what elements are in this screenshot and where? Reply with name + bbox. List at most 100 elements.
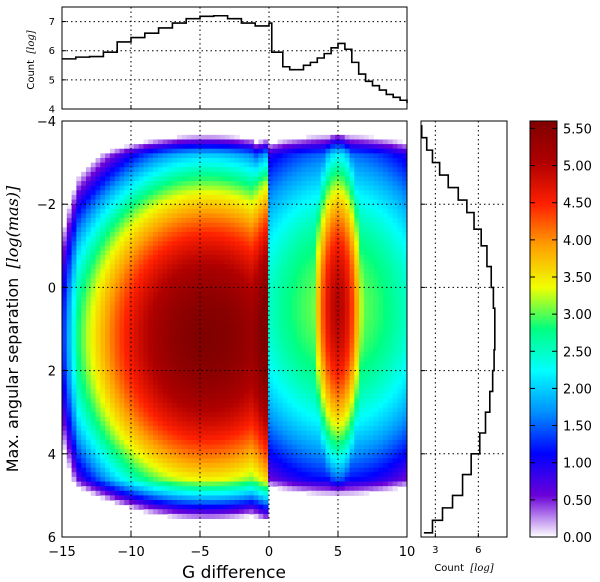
heatmap-cell — [330, 236, 336, 242]
heatmap-cell — [90, 449, 97, 455]
heatmap-cell — [258, 236, 264, 242]
heatmap-cell — [181, 278, 188, 284]
heatmap-cell — [124, 416, 130, 422]
heatmap-cell — [359, 139, 365, 145]
heatmap-cell — [90, 463, 97, 469]
heatmap-cell — [157, 176, 164, 182]
heatmap-cell — [133, 144, 140, 150]
heatmap-cell — [133, 402, 140, 409]
heatmap-cell — [157, 412, 164, 418]
heatmap-cell — [162, 185, 168, 191]
heatmap-cell — [253, 148, 259, 154]
heatmap-cell — [363, 356, 370, 362]
heatmap-cell — [253, 329, 259, 335]
heatmap-cell — [363, 194, 370, 201]
heatmap-cell — [71, 389, 77, 395]
heatmap-cell — [124, 190, 130, 196]
heatmap-cell — [124, 421, 130, 427]
heatmap-cell — [85, 227, 92, 233]
heatmap-cell — [153, 255, 159, 261]
heatmap-cell — [186, 222, 192, 228]
heatmap-cell — [359, 319, 365, 325]
heatmap-cell — [268, 273, 274, 279]
heatmap-cell — [220, 231, 226, 238]
heatmap-cell — [311, 296, 317, 302]
heatmap-cell — [196, 365, 202, 372]
heatmap-cell — [311, 416, 317, 422]
heatmap-cell — [148, 250, 154, 256]
heatmap-cell — [76, 245, 82, 251]
heatmap-cell — [186, 333, 192, 339]
heatmap-cell — [296, 287, 303, 293]
heatmap-cell — [383, 222, 389, 228]
heatmap-cell — [244, 342, 250, 348]
heatmap-cell — [196, 181, 202, 187]
heatmap-cell — [114, 384, 120, 390]
heatmap-cell — [244, 199, 250, 205]
heatmap-cell — [85, 426, 92, 432]
heatmap-cell — [268, 439, 274, 446]
heatmap-cell — [162, 218, 168, 224]
heatmap-cell — [330, 287, 336, 293]
heatmap-cell — [248, 352, 255, 358]
heatmap-cell — [114, 407, 120, 413]
heatmap-cell — [349, 398, 355, 404]
heatmap-cell — [153, 315, 159, 321]
heatmap-cell — [244, 305, 250, 312]
heatmap-cell — [306, 236, 312, 242]
heatmap-cell — [359, 361, 365, 367]
heatmap-cell — [272, 268, 279, 275]
heatmap-cell — [387, 268, 394, 275]
heatmap-cell — [224, 231, 231, 238]
heatmap-cell — [200, 157, 207, 164]
heatmap-cell — [234, 204, 240, 210]
heatmap-cell — [344, 250, 350, 256]
heatmap-cell — [129, 324, 135, 330]
heatmap-cell — [392, 324, 398, 330]
heatmap-cell — [81, 190, 87, 196]
heatmap-cell — [133, 213, 140, 219]
heatmap-cell — [239, 389, 245, 395]
heatmap-cell — [287, 218, 293, 224]
heatmap-cell — [301, 426, 307, 432]
heatmap-cell — [95, 430, 101, 436]
heatmap-cell — [191, 245, 197, 251]
heatmap-cell — [349, 278, 355, 284]
heatmap-cell — [148, 412, 154, 418]
heatmap-cell — [177, 352, 183, 358]
heatmap-cell — [397, 231, 403, 238]
heatmap-cell — [167, 153, 173, 159]
heatmap-cell — [282, 296, 288, 302]
heatmap-cell — [62, 416, 68, 422]
heatmap-cell — [368, 421, 374, 427]
heatmap-cell — [373, 347, 379, 353]
heatmap-cell — [196, 361, 202, 367]
heatmap-cell — [119, 273, 125, 279]
heatmap-cell — [220, 324, 226, 330]
heatmap-cell — [392, 389, 398, 395]
heatmap-cell — [153, 347, 159, 353]
heatmap-cell — [177, 236, 183, 242]
heatmap-cell — [344, 241, 350, 247]
heatmap-cell — [186, 435, 192, 441]
heatmap-cell — [81, 301, 87, 307]
heatmap-cell — [392, 375, 398, 381]
heatmap-cell — [335, 453, 341, 459]
heatmap-cell — [368, 185, 374, 191]
heatmap-cell — [239, 171, 245, 177]
heatmap-cell — [167, 241, 173, 247]
heatmap-cell — [215, 292, 221, 298]
heatmap-cell — [239, 190, 245, 196]
heatmap-cell — [349, 301, 355, 307]
heatmap-cell — [153, 356, 159, 362]
heatmap-cell — [138, 259, 144, 265]
heatmap-cell — [306, 222, 312, 228]
heatmap-cell — [85, 393, 92, 399]
heatmap-cell — [311, 319, 317, 325]
heatmap-cell — [263, 352, 269, 358]
heatmap-cell — [349, 393, 355, 399]
heatmap-cell — [133, 273, 140, 279]
heatmap-cell — [306, 194, 312, 201]
heatmap-cell — [177, 176, 183, 182]
heatmap-cell — [268, 268, 274, 275]
